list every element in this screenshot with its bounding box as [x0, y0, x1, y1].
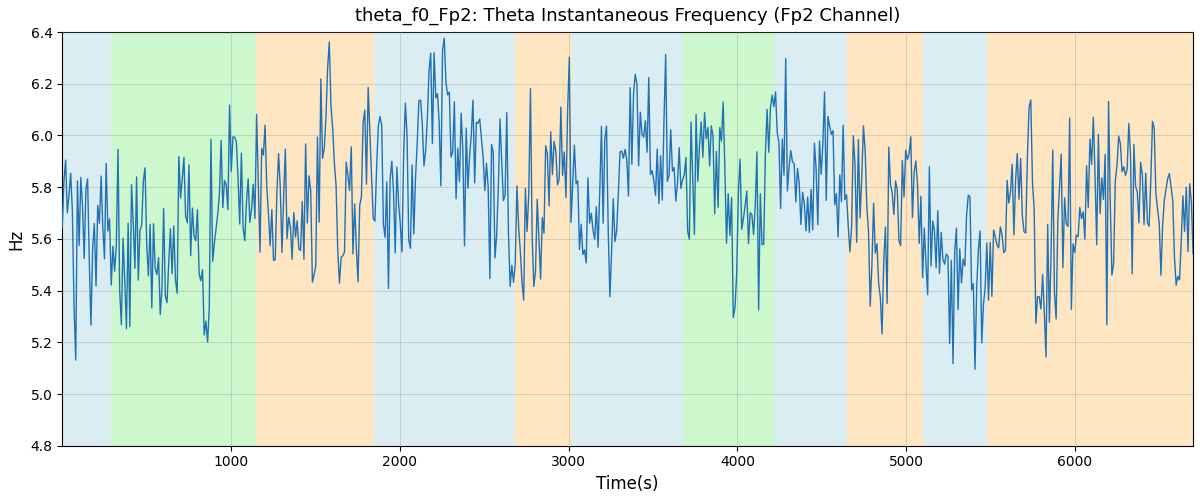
Bar	[257, 32, 374, 446]
Bar	[572, 32, 683, 446]
Bar	[62, 32, 112, 446]
Bar	[1058, 32, 1193, 446]
X-axis label: Time(s): Time(s)	[596, 475, 659, 493]
Bar	[515, 32, 572, 446]
Bar	[374, 32, 515, 446]
Bar	[112, 32, 257, 446]
Bar	[683, 32, 774, 446]
Bar	[847, 32, 923, 446]
Bar	[988, 32, 1058, 446]
Bar	[923, 32, 988, 446]
Y-axis label: Hz: Hz	[7, 228, 25, 250]
Bar	[774, 32, 847, 446]
Title: theta_f0_Fp2: Theta Instantaneous Frequency (Fp2 Channel): theta_f0_Fp2: Theta Instantaneous Freque…	[355, 7, 900, 25]
